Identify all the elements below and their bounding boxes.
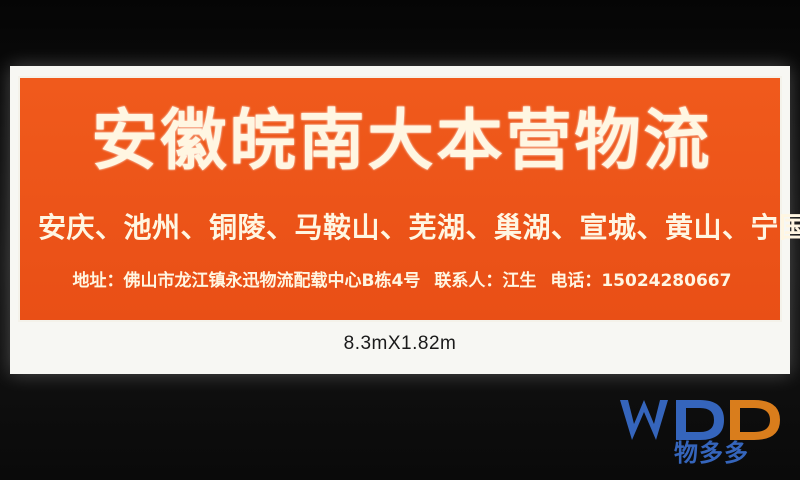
watermark-name: 物多多 <box>674 439 749 467</box>
contact-person-text: 联系人：江生 <box>434 271 537 291</box>
orange-banner: 安徽皖南大本营物流 安庆、池州、铜陵、马鞍山、芜湖、巢湖、宣城、黄山、宁国 地址… <box>18 76 800 322</box>
address-text: 地址：佛山市龙江镇永迅物流配载中心B栋4号 <box>72 271 421 291</box>
watermark: 物多多 <box>616 394 786 470</box>
phone-text: 电话：15024280667 <box>550 271 732 291</box>
wdd-logo-icon <box>620 400 780 440</box>
sign-dimensions: 8.3mX1.82m <box>343 333 457 354</box>
signboard: 安徽皖南大本营物流 安庆、池州、铜陵、马鞍山、芜湖、巢湖、宣城、黄山、宁国 地址… <box>10 66 800 374</box>
contact-line: 地址：佛山市龙江镇永迅物流配载中心B栋4号 联系人：江生 电话：1502428066… <box>30 266 774 296</box>
service-cities: 安庆、池州、铜陵、马鞍山、芜湖、巢湖、宣城、黄山、宁国 <box>38 211 800 244</box>
company-title: 安徽皖南大本营物流 <box>91 102 713 179</box>
